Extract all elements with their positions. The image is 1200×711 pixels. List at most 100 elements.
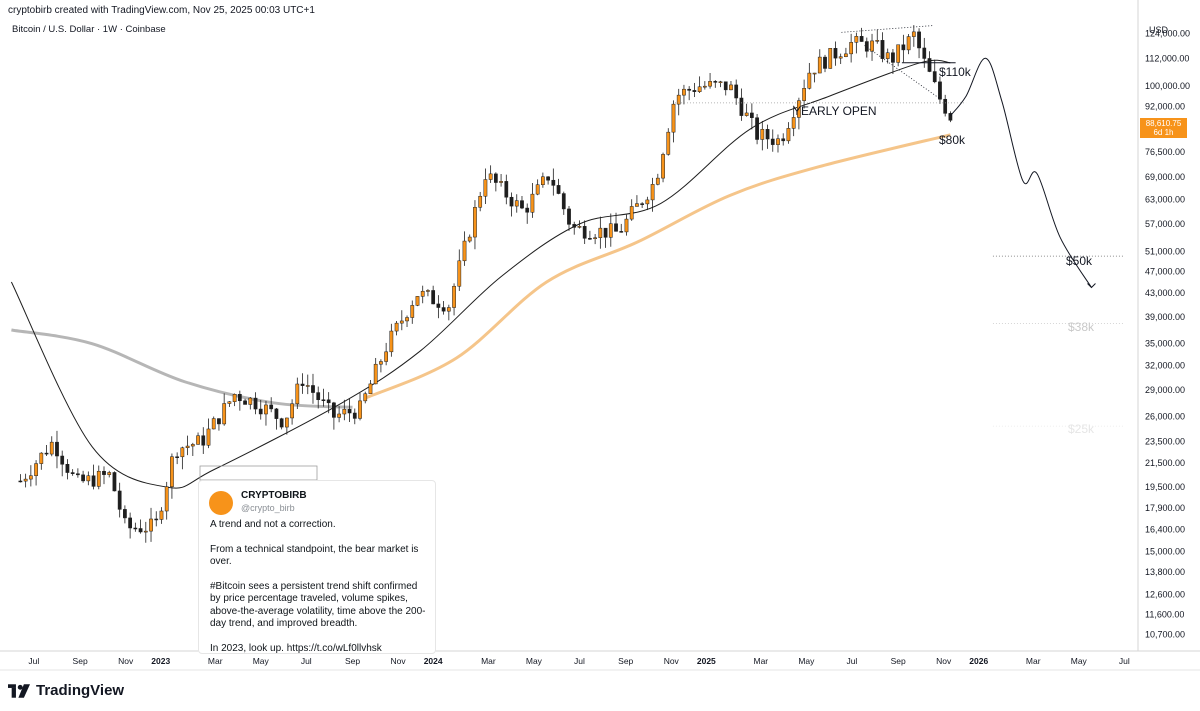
y-tick-label: 10,700.00	[1145, 629, 1185, 639]
candle-body	[525, 207, 530, 213]
candle-body	[932, 71, 937, 83]
candle-body	[462, 240, 467, 262]
x-tick-label: Jul	[846, 656, 857, 666]
candle-body	[520, 200, 524, 209]
candle-body	[237, 394, 242, 402]
level-38k-label: $38k	[1068, 320, 1095, 334]
yearly-open-label: YEARLY OPEN	[793, 104, 877, 118]
ma-orange-line	[363, 133, 951, 400]
candle-body	[551, 179, 556, 186]
candle-body	[493, 173, 498, 183]
candle-body	[692, 90, 697, 92]
tweet-link-line[interactable]: In 2023, look up. https://t.co/wLf0llvhs…	[210, 642, 382, 654]
y-tick-label: 23,500.00	[1145, 436, 1185, 446]
candle-body	[723, 81, 728, 91]
candle-body	[211, 418, 216, 430]
candle-body	[760, 129, 765, 140]
y-tick-label: 51,000.00	[1145, 246, 1185, 256]
candle-body	[938, 81, 942, 100]
candle-body	[164, 486, 169, 512]
candle-body	[190, 444, 195, 447]
wedge-top-line	[841, 25, 934, 33]
candle-body	[399, 320, 404, 324]
candle-body	[875, 40, 880, 42]
candle-body	[614, 223, 618, 232]
candle-body	[467, 236, 472, 242]
level-50k-label: $50k	[1066, 254, 1093, 268]
tweet-line: From a technical standpoint, the bear ma…	[210, 543, 419, 568]
embedded-tweet[interactable]: CRYPTOBIRB @crypto_birb A trend and not …	[198, 480, 436, 654]
candle-body	[326, 399, 331, 404]
candle-body	[943, 98, 948, 114]
candle-body	[389, 330, 394, 353]
candle-body	[128, 517, 132, 529]
x-tick-label: Jul	[574, 656, 585, 666]
x-tick-label: Nov	[391, 656, 407, 666]
candle-body	[849, 42, 854, 55]
y-tick-label: 12,600.00	[1145, 589, 1185, 599]
candle-body	[588, 238, 592, 240]
candle-body	[316, 392, 321, 400]
candle-body	[290, 403, 294, 419]
candle-body	[70, 472, 75, 474]
candle-body	[567, 208, 571, 225]
candle-body	[817, 56, 822, 74]
x-tick-label: Nov	[664, 656, 680, 666]
candle-body	[321, 399, 326, 401]
tradingview-logo-icon	[8, 683, 30, 698]
candle-body	[452, 285, 456, 308]
candle-body	[28, 475, 33, 480]
candle-body	[776, 138, 780, 145]
candle-body	[284, 417, 289, 428]
candle-body	[624, 218, 629, 233]
candle-body	[420, 290, 425, 297]
tweet-author-name: CRYPTOBIRB	[241, 490, 307, 501]
candle-body	[154, 518, 159, 521]
candle-body	[473, 207, 477, 238]
candle-body	[91, 475, 96, 487]
candle-body	[922, 47, 927, 59]
projection-arrowhead	[1087, 283, 1096, 289]
y-tick-label: 15,000.00	[1145, 547, 1185, 557]
x-tick-label: 2026	[969, 656, 988, 666]
avatar	[209, 491, 233, 515]
candle-body	[170, 456, 174, 487]
candle-body	[734, 84, 739, 99]
candle-body	[880, 40, 885, 59]
candle-body	[96, 470, 101, 487]
x-tick-label: 2024	[424, 656, 443, 666]
candle-body	[546, 176, 550, 181]
candle-body	[708, 81, 712, 87]
candle-body	[603, 227, 608, 238]
candle-body	[373, 363, 378, 385]
candle-body	[765, 129, 770, 140]
tradingview-logo: TradingView	[8, 682, 124, 699]
candle-body	[18, 480, 23, 483]
candle-body	[112, 472, 117, 492]
candle-body	[185, 445, 190, 449]
candle-body	[55, 441, 59, 457]
candle-body	[44, 452, 49, 455]
candle-body	[619, 231, 624, 233]
candle-body	[206, 428, 211, 446]
candle-body	[379, 361, 383, 365]
candle-body	[572, 224, 577, 228]
candle-body	[885, 52, 890, 59]
candle-body	[457, 260, 462, 287]
candle-body	[243, 400, 247, 405]
y-tick-label: 47,000.00	[1145, 266, 1185, 276]
candle-body	[901, 44, 906, 51]
candle-body	[530, 193, 535, 213]
last-price: 88,610.75	[1145, 119, 1182, 128]
candle-body	[175, 456, 180, 458]
candle-body	[76, 473, 80, 476]
candle-countdown: 6d 1h	[1153, 128, 1174, 137]
x-tick-label: Sep	[618, 656, 633, 666]
symbol-label[interactable]: Bitcoin / U.S. Dollar · 1W · Coinbase	[12, 24, 166, 35]
x-tick-label: Jul	[1119, 656, 1130, 666]
candle-body	[948, 113, 953, 121]
y-tick-label: 26,000.00	[1145, 412, 1185, 422]
candle-body	[702, 85, 707, 88]
level-110k-label: $110k	[939, 65, 971, 79]
